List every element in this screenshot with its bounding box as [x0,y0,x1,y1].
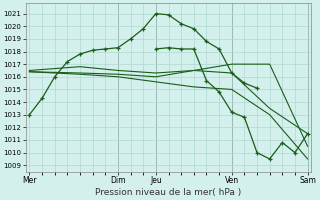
X-axis label: Pression niveau de la mer( hPa ): Pression niveau de la mer( hPa ) [95,188,242,197]
